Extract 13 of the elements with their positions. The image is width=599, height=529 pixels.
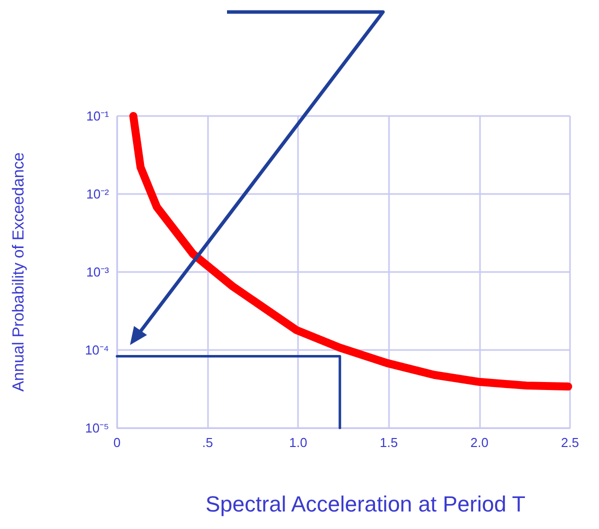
- x-tick-label: 0: [113, 435, 121, 450]
- y-axis-title: Annual Probability of Exceedance: [10, 152, 28, 392]
- x-tick-label: 1.0: [289, 435, 308, 450]
- x-tick-label: 2.5: [560, 435, 580, 450]
- y-tick-label: 10⁻³: [86, 264, 110, 280]
- x-tick-label: 1.5: [380, 435, 398, 450]
- x-tick-label: 2.0: [470, 435, 488, 450]
- y-tick-label: 10⁻¹: [86, 108, 110, 124]
- x-axis-title: Spectral Acceleration at Period T: [206, 492, 526, 516]
- y-tick-label: 10⁻⁵: [85, 420, 109, 436]
- x-tick-label: .5: [202, 435, 214, 450]
- y-tick-label: 10⁻²: [86, 186, 110, 202]
- y-tick-label: 10⁻⁴: [84, 342, 109, 358]
